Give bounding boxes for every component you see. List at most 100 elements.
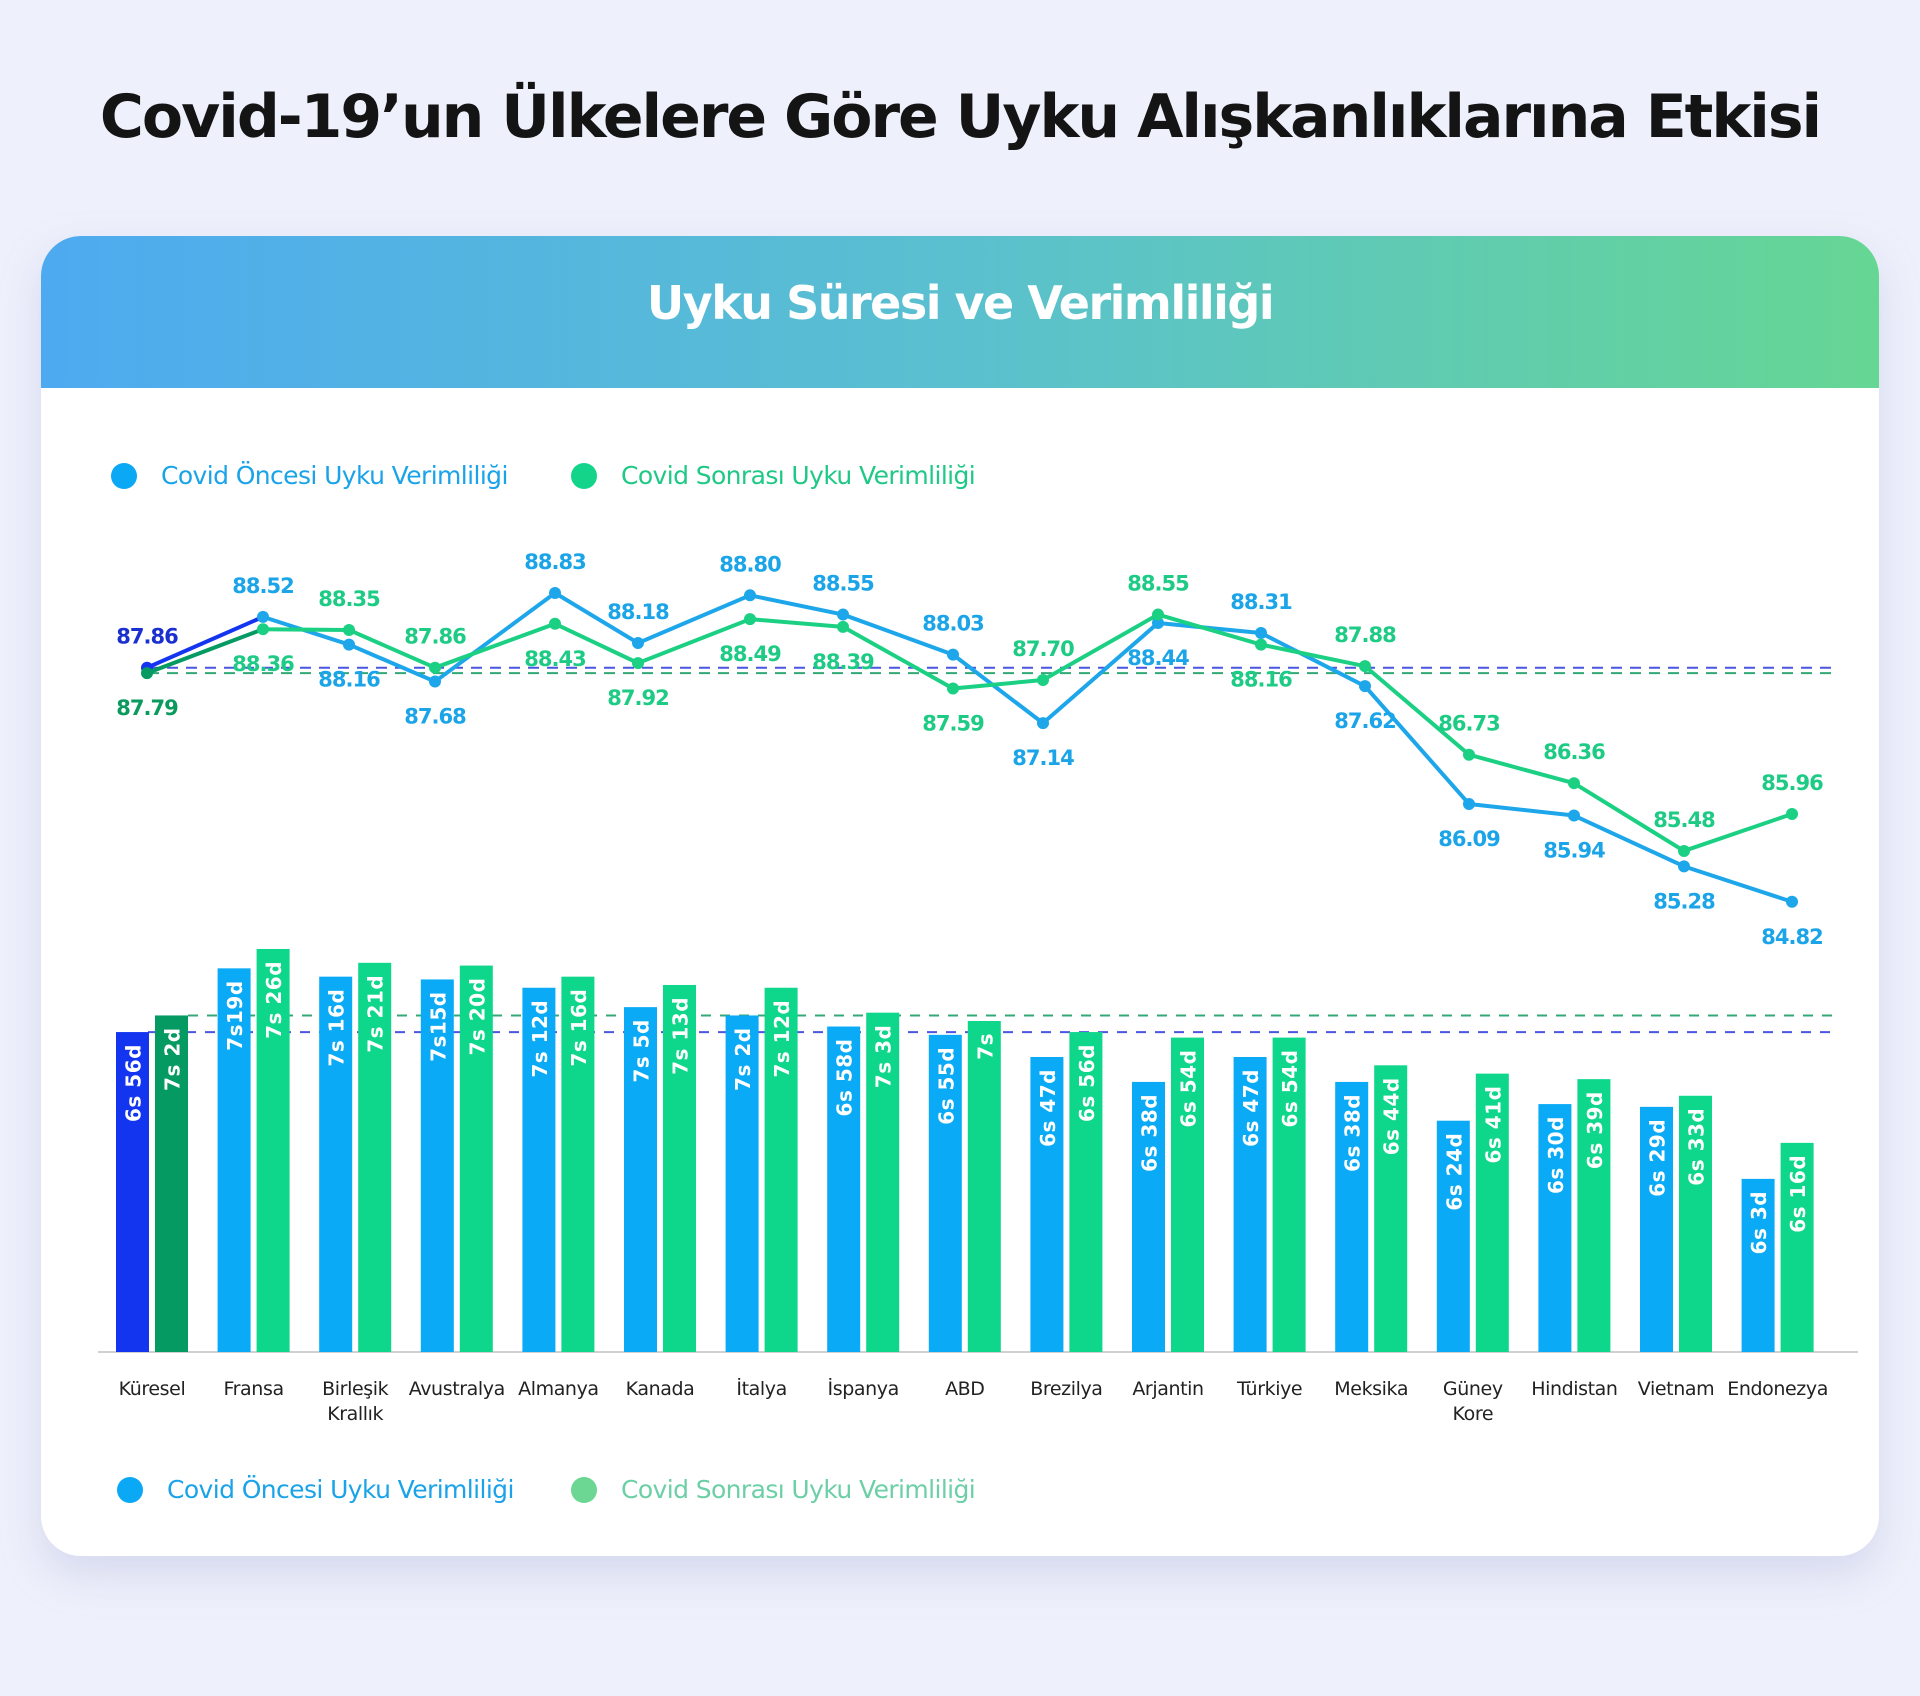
card-title: Uyku Süresi ve Verimliliği xyxy=(646,276,1275,330)
line-segment xyxy=(636,617,752,666)
data-label: 88.16 xyxy=(1230,668,1292,692)
line-segment xyxy=(1467,752,1576,786)
x-axis-label: Meksika xyxy=(1316,1377,1426,1402)
bar-post xyxy=(1475,1073,1509,1352)
x-axis-label-line: Meksika xyxy=(1334,1378,1409,1400)
bar-label: 6s 24d xyxy=(1442,1133,1466,1211)
data-point-marker xyxy=(257,623,269,636)
x-axis-label-line: Güney xyxy=(1442,1378,1503,1400)
bar-label: 6s 41d xyxy=(1481,1086,1505,1164)
data-point-marker xyxy=(1786,807,1798,820)
data-label: 87.92 xyxy=(607,686,668,710)
legend-label-post: Covid Sonrası Uyku Verimliliği xyxy=(621,461,976,490)
line-segment xyxy=(145,627,265,676)
x-axis-label-line: Avustralya xyxy=(408,1378,506,1400)
bar-label: 6s 56d xyxy=(1075,1044,1099,1122)
data-label: 87.62 xyxy=(1334,709,1395,733)
line-segment xyxy=(1572,813,1686,869)
x-axis-label-line: Almanya xyxy=(518,1378,599,1400)
legend-item-pre: Covid Öncesi Uyku Verimliliği xyxy=(111,461,508,490)
bar-pre xyxy=(420,979,454,1352)
x-axis-label: İspanya xyxy=(808,1377,918,1402)
x-axis-label: ABD xyxy=(910,1377,1020,1402)
data-label: 88.44 xyxy=(1127,646,1189,670)
data-point-marker xyxy=(549,617,561,630)
bar-post xyxy=(1679,1095,1712,1352)
bar-label: 6s 33d xyxy=(1685,1108,1709,1186)
data-point-marker xyxy=(1152,617,1164,630)
x-axis-label-line: Kanada xyxy=(625,1378,695,1400)
bar-label: 7s 12d xyxy=(528,1000,552,1078)
x-axis-label: Almanya xyxy=(503,1377,613,1402)
legend-dot-post-icon xyxy=(571,462,597,489)
bar-label: 6s 3d xyxy=(1747,1191,1771,1255)
data-label: 86.36 xyxy=(1543,740,1605,764)
data-label: 87.68 xyxy=(404,705,466,729)
x-axis-label-line: Endonezya xyxy=(1727,1378,1828,1400)
line-segment xyxy=(748,617,845,629)
bar-label: 7s 16d xyxy=(567,989,591,1067)
bar-pre xyxy=(217,968,251,1352)
bar-post xyxy=(1069,1032,1103,1352)
line-segment xyxy=(433,621,557,670)
bar-label: 7s xyxy=(973,1033,997,1060)
line-segment xyxy=(748,593,845,617)
legend-item-post-bottom: Covid Sonrası Uyku Verimliliği xyxy=(571,1475,976,1504)
data-label: 85.96 xyxy=(1761,771,1823,795)
chart-card: Uyku Süresi ve Verimliliği Covid Öncesi … xyxy=(41,236,1879,1556)
data-point-marker xyxy=(141,667,153,680)
bar-post xyxy=(256,948,290,1352)
data-label: 88.52 xyxy=(232,574,293,598)
data-label: 88.55 xyxy=(1127,572,1189,596)
bar-label: 6s 39d xyxy=(1583,1091,1607,1169)
bar-label: 7s19d xyxy=(223,980,247,1050)
line-segment xyxy=(1041,621,1160,726)
bar-post xyxy=(561,976,595,1352)
line-segment xyxy=(636,593,752,646)
bar-pre xyxy=(1233,1056,1267,1352)
data-label: 87.88 xyxy=(1334,623,1396,647)
bar-label: 7s 20d xyxy=(465,978,489,1056)
data-label: 85.94 xyxy=(1543,839,1605,863)
data-point-marker xyxy=(1463,748,1475,761)
data-point-marker xyxy=(1359,660,1371,673)
data-label: 87.14 xyxy=(1012,746,1074,770)
data-label: 87.86 xyxy=(116,625,178,649)
card-header: Uyku Süresi ve Verimliliği xyxy=(41,236,1879,388)
x-axis-label: Kanada xyxy=(605,1377,715,1402)
bar-pre xyxy=(624,1007,657,1352)
bar-label: 7s 26d xyxy=(262,961,286,1039)
legend-label-pre-bottom: Covid Öncesi Uyku Verimliliği xyxy=(167,1475,514,1504)
data-label: 88.31 xyxy=(1230,590,1292,614)
data-point-marker xyxy=(1678,860,1690,873)
bar-post xyxy=(1272,1037,1306,1352)
x-axis-label: Hindistan xyxy=(1519,1377,1629,1402)
bar-pre xyxy=(928,1034,962,1352)
data-point-marker xyxy=(837,620,849,633)
data-label: 88.49 xyxy=(719,642,781,666)
bar-pre xyxy=(1030,1056,1064,1352)
data-point-marker xyxy=(632,657,644,670)
x-axis-label-line: Kore xyxy=(1452,1403,1494,1425)
data-point-marker xyxy=(837,608,849,621)
bar-label: 6s 29d xyxy=(1646,1119,1670,1197)
bar-post xyxy=(459,965,493,1352)
x-axis-label: Türkiye xyxy=(1215,1377,1325,1402)
line-segment xyxy=(1259,631,1367,689)
line-segment xyxy=(1682,811,1794,853)
data-point-marker xyxy=(257,610,269,623)
data-label: 88.39 xyxy=(812,650,874,674)
line-segment xyxy=(145,614,265,670)
line-segment xyxy=(1467,801,1576,818)
bar-post xyxy=(866,1012,900,1352)
bar-label: 7s 2d xyxy=(161,1027,185,1091)
data-point-marker xyxy=(1152,608,1164,621)
data-label: 85.28 xyxy=(1653,889,1715,913)
line-segment xyxy=(1682,864,1794,904)
bar-label: 7s 21d xyxy=(364,975,388,1053)
data-point-marker xyxy=(1568,809,1580,822)
bar-pre xyxy=(522,987,556,1352)
data-point-marker xyxy=(429,661,441,674)
data-label: 86.73 xyxy=(1438,712,1499,736)
bar-label: 7s15d xyxy=(426,991,450,1061)
